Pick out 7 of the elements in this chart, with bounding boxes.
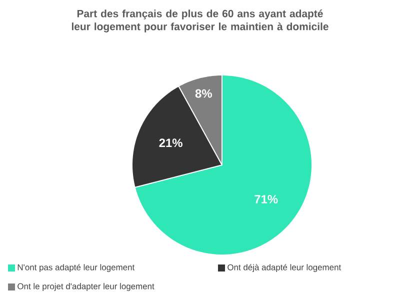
data-label: 21% [159, 138, 182, 148]
legend-label: Ont déjà adapté leur logement [228, 264, 342, 272]
data-label: 71% [254, 195, 278, 204]
legend-label: Ont le projet d'adapter leur logement [18, 283, 154, 291]
chart-title: Part des français de plus de 60 ans ayant adapté leur logement pour favoriser le maintien à domicile [72, 10, 328, 32]
legend-label: N'ont pas adapté leur logement [18, 264, 135, 272]
data-label: 8% [195, 89, 212, 98]
